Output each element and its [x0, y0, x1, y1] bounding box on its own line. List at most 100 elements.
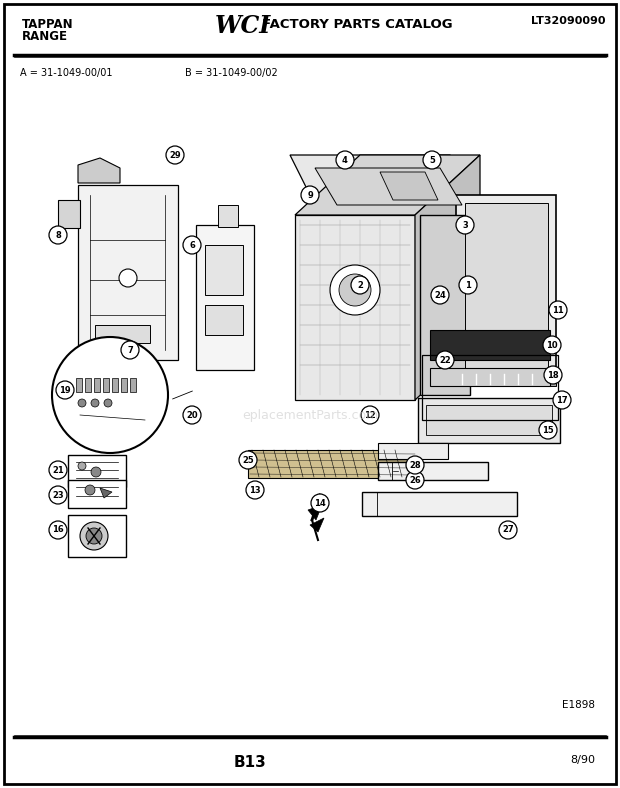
- Text: 14: 14: [314, 499, 326, 507]
- Bar: [94, 378, 100, 392]
- Circle shape: [459, 276, 477, 294]
- Text: 23: 23: [52, 490, 64, 500]
- Circle shape: [543, 336, 561, 354]
- Circle shape: [119, 269, 137, 287]
- Circle shape: [406, 471, 424, 489]
- Text: FACTORY PARTS CATALOG: FACTORY PARTS CATALOG: [262, 18, 453, 31]
- Text: 5: 5: [429, 155, 435, 165]
- Circle shape: [456, 216, 474, 234]
- Bar: [378, 462, 488, 480]
- Bar: [68, 480, 126, 508]
- Text: 1: 1: [465, 281, 471, 289]
- Text: eplacementParts.com: eplacementParts.com: [242, 408, 378, 422]
- Text: 19: 19: [59, 385, 71, 395]
- Text: 20: 20: [186, 411, 198, 419]
- Text: 21: 21: [52, 466, 64, 474]
- Circle shape: [49, 486, 67, 504]
- Text: WCI: WCI: [215, 14, 272, 38]
- Bar: [68, 455, 126, 487]
- Text: 13: 13: [249, 485, 261, 495]
- Bar: [430, 330, 550, 360]
- Circle shape: [91, 467, 101, 477]
- Circle shape: [80, 522, 108, 550]
- Circle shape: [49, 521, 67, 539]
- Bar: [121, 378, 127, 392]
- Text: 8/90: 8/90: [570, 755, 595, 765]
- Circle shape: [239, 451, 257, 469]
- Text: 25: 25: [242, 455, 254, 464]
- Circle shape: [330, 265, 380, 315]
- Polygon shape: [310, 518, 324, 532]
- Bar: [456, 372, 556, 386]
- Bar: [422, 355, 558, 420]
- Circle shape: [553, 391, 571, 409]
- Bar: [85, 378, 91, 392]
- Text: 7: 7: [127, 345, 133, 355]
- Text: 27: 27: [502, 526, 514, 534]
- Circle shape: [78, 462, 86, 470]
- Text: LT32090090: LT32090090: [531, 16, 605, 26]
- Bar: [95, 325, 150, 343]
- Text: 17: 17: [556, 396, 568, 404]
- Polygon shape: [308, 505, 322, 520]
- Text: 3: 3: [462, 221, 468, 229]
- Circle shape: [539, 421, 557, 439]
- Text: TAPPAN: TAPPAN: [22, 18, 74, 31]
- Circle shape: [166, 146, 184, 164]
- Circle shape: [52, 337, 168, 453]
- Bar: [362, 492, 517, 516]
- Text: 15: 15: [542, 426, 554, 434]
- Bar: [112, 378, 118, 392]
- Circle shape: [49, 226, 67, 244]
- Text: 12: 12: [364, 411, 376, 419]
- Polygon shape: [315, 168, 462, 205]
- Circle shape: [91, 399, 99, 407]
- Bar: [218, 205, 238, 227]
- Bar: [78, 185, 178, 360]
- Bar: [58, 200, 80, 228]
- Bar: [68, 515, 126, 557]
- Text: 9: 9: [307, 191, 313, 199]
- Circle shape: [104, 399, 112, 407]
- Circle shape: [544, 366, 562, 384]
- Polygon shape: [100, 488, 112, 498]
- Text: B13: B13: [234, 755, 267, 770]
- Polygon shape: [290, 155, 480, 215]
- Polygon shape: [78, 158, 120, 183]
- Circle shape: [499, 521, 517, 539]
- Circle shape: [78, 399, 86, 407]
- Circle shape: [339, 274, 371, 306]
- Bar: [430, 368, 550, 386]
- Bar: [205, 245, 243, 295]
- Text: 10: 10: [546, 340, 558, 350]
- Circle shape: [406, 456, 424, 474]
- Circle shape: [361, 406, 379, 424]
- Bar: [76, 378, 82, 392]
- Bar: [196, 225, 254, 370]
- Circle shape: [56, 381, 74, 399]
- Text: 26: 26: [409, 475, 421, 485]
- Polygon shape: [295, 155, 480, 215]
- Circle shape: [436, 351, 454, 369]
- Polygon shape: [380, 172, 438, 200]
- Text: 16: 16: [52, 526, 64, 534]
- Text: 24: 24: [434, 291, 446, 299]
- Bar: [465, 203, 548, 377]
- Text: A = 31-1049-00/01: A = 31-1049-00/01: [20, 68, 112, 78]
- Circle shape: [246, 481, 264, 499]
- Text: 18: 18: [547, 370, 559, 380]
- Text: 29: 29: [169, 151, 181, 159]
- Text: 2: 2: [357, 281, 363, 289]
- Circle shape: [183, 236, 201, 254]
- Circle shape: [86, 528, 102, 544]
- Circle shape: [549, 301, 567, 319]
- Circle shape: [311, 494, 329, 512]
- Circle shape: [49, 461, 67, 479]
- Polygon shape: [295, 215, 415, 400]
- Text: 4: 4: [342, 155, 348, 165]
- Text: 6: 6: [189, 240, 195, 250]
- Text: B = 31-1049-00/02: B = 31-1049-00/02: [185, 68, 278, 78]
- Circle shape: [423, 151, 441, 169]
- Text: 22: 22: [439, 355, 451, 365]
- Text: 28: 28: [409, 460, 421, 470]
